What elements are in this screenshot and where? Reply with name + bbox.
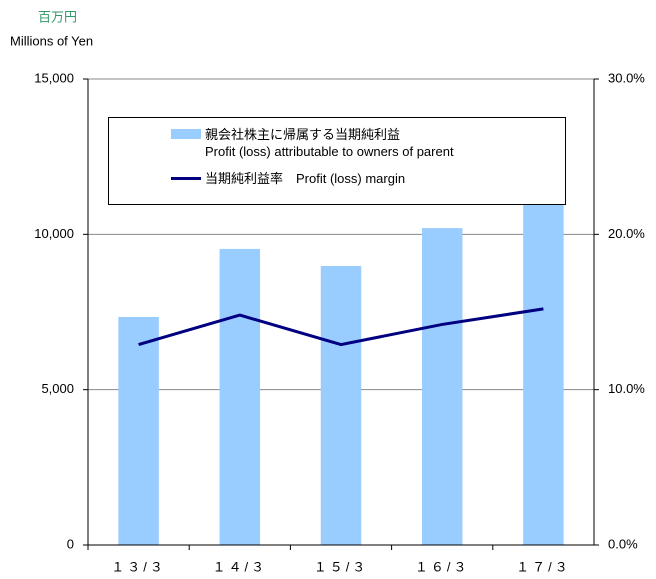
legend: 親会社株主に帰属する当期純利益 Profit (loss) attributab… bbox=[108, 117, 566, 205]
bar bbox=[523, 197, 564, 545]
y2-tick-label: 10.0% bbox=[608, 381, 645, 396]
unit-label-ja: 百万円 bbox=[38, 9, 77, 24]
x-tick-label: １４/３ bbox=[212, 559, 267, 574]
legend-label: 当期純利益率 Profit (loss) margin bbox=[205, 171, 406, 186]
bar bbox=[421, 228, 463, 545]
y-tick-label: 0 bbox=[67, 536, 74, 551]
legend-entry: 親会社株主に帰属する当期純利益 Profit (loss) attributab… bbox=[171, 126, 454, 160]
x-tick-label: １６/３ bbox=[415, 559, 470, 574]
y2-tick-label: 30.0% bbox=[608, 70, 645, 85]
legend-label: 親会社株主に帰属する当期純利益 Profit (loss) attributab… bbox=[205, 127, 454, 159]
y2-tick-label: 20.0% bbox=[608, 226, 645, 241]
bar bbox=[219, 248, 261, 545]
y-tick-label: 5,000 bbox=[41, 381, 74, 396]
x-tick-label: １３/３ bbox=[111, 559, 166, 574]
x-tick-label: １５/３ bbox=[314, 559, 369, 574]
legend-symbol bbox=[171, 177, 201, 180]
line bbox=[138, 307, 544, 347]
unit-label-en: Millions of Yen bbox=[10, 33, 93, 48]
y-tick-label: 15,000 bbox=[34, 70, 74, 85]
y2-tick-label: 0.0% bbox=[608, 536, 638, 551]
y-tick-label: 10,000 bbox=[34, 226, 74, 241]
legend-entry: 当期純利益率 Profit (loss) margin bbox=[171, 170, 405, 187]
x-tick-label: １７/３ bbox=[516, 559, 571, 574]
bar bbox=[320, 266, 362, 545]
legend-symbol bbox=[171, 129, 201, 139]
bar bbox=[118, 316, 159, 545]
